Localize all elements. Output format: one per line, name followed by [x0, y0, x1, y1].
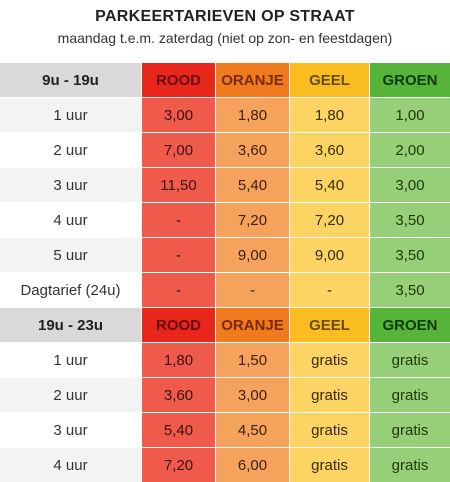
duration-label: 4 uur: [0, 203, 142, 237]
price-groen: 1,00: [370, 98, 450, 132]
table-row: 2 uur 7,00 3,60 3,60 2,00: [0, 132, 450, 167]
duration-label: 2 uur: [0, 133, 142, 167]
price-oranje: 6,00: [216, 448, 290, 482]
zone-groen-header: GROEN: [370, 63, 450, 97]
table-row: 4 uur - 7,20 7,20 3,50: [0, 202, 450, 237]
duration-label: 5 uur: [0, 238, 142, 272]
price-geel: 7,20: [290, 203, 370, 237]
page-subtitle: maandag t.e.m. zaterdag (niet op zon- en…: [57, 30, 393, 46]
price-rood: 5,40: [142, 413, 216, 447]
price-geel: gratis: [290, 343, 370, 377]
price-rood: -: [142, 238, 216, 272]
price-geel: gratis: [290, 413, 370, 447]
price-oranje: 3,60: [216, 133, 290, 167]
page-title: PARKEERTARIEVEN OP STRAAT: [95, 8, 355, 25]
duration-label: 4 uur: [0, 448, 142, 482]
table-row: 2 uur 3,60 3,00 gratis gratis: [0, 377, 450, 412]
price-rood: -: [142, 203, 216, 237]
price-groen: 2,00: [370, 133, 450, 167]
table-row: 4 uur 7,20 6,00 gratis gratis: [0, 447, 450, 482]
section-header-row: 19u - 23u ROOD ORANJE GEEL GROEN: [0, 307, 450, 342]
tariff-table: 9u - 19u ROOD ORANJE GEEL GROEN 1 uur 3,…: [0, 62, 450, 482]
price-rood: 7,20: [142, 448, 216, 482]
time-period-header: 19u - 23u: [0, 308, 142, 342]
zone-oranje-header: ORANJE: [216, 308, 290, 342]
time-period-header: 9u - 19u: [0, 63, 142, 97]
price-geel: 5,40: [290, 168, 370, 202]
table-row: 1 uur 3,00 1,80 1,80 1,00: [0, 97, 450, 132]
price-oranje: 9,00: [216, 238, 290, 272]
zone-geel-header: GEEL: [290, 308, 370, 342]
duration-label: 1 uur: [0, 98, 142, 132]
price-rood: 11,50: [142, 168, 216, 202]
price-oranje: 1,50: [216, 343, 290, 377]
section-header-row: 9u - 19u ROOD ORANJE GEEL GROEN: [0, 62, 450, 97]
price-groen: gratis: [370, 448, 450, 482]
table-row: Dagtarief (24u) - - - 3,50: [0, 272, 450, 307]
price-geel: 1,80: [290, 98, 370, 132]
zone-rood-header: ROOD: [142, 308, 216, 342]
table-row: 1 uur 1,80 1,50 gratis gratis: [0, 342, 450, 377]
price-oranje: 1,80: [216, 98, 290, 132]
price-geel: gratis: [290, 448, 370, 482]
price-rood: 1,80: [142, 343, 216, 377]
zone-oranje-header: ORANJE: [216, 63, 290, 97]
price-oranje: -: [216, 273, 290, 307]
price-oranje: 5,40: [216, 168, 290, 202]
price-geel: -: [290, 273, 370, 307]
price-groen: gratis: [370, 413, 450, 447]
duration-label: Dagtarief (24u): [0, 273, 142, 307]
price-groen: 3,50: [370, 273, 450, 307]
price-rood: -: [142, 273, 216, 307]
price-geel: gratis: [290, 378, 370, 412]
duration-label: 3 uur: [0, 413, 142, 447]
zone-groen-header: GROEN: [370, 308, 450, 342]
price-oranje: 7,20: [216, 203, 290, 237]
zone-rood-header: ROOD: [142, 63, 216, 97]
price-oranje: 4,50: [216, 413, 290, 447]
duration-label: 2 uur: [0, 378, 142, 412]
table-row: 3 uur 11,50 5,40 5,40 3,00: [0, 167, 450, 202]
price-rood: 7,00: [142, 133, 216, 167]
price-oranje: 3,00: [216, 378, 290, 412]
price-groen: gratis: [370, 343, 450, 377]
table-row: 3 uur 5,40 4,50 gratis gratis: [0, 412, 450, 447]
price-geel: 9,00: [290, 238, 370, 272]
duration-label: 1 uur: [0, 343, 142, 377]
price-groen: gratis: [370, 378, 450, 412]
price-groen: 3,50: [370, 238, 450, 272]
price-rood: 3,60: [142, 378, 216, 412]
price-groen: 3,00: [370, 168, 450, 202]
table-row: 5 uur - 9,00 9,00 3,50: [0, 237, 450, 272]
zone-geel-header: GEEL: [290, 63, 370, 97]
price-geel: 3,60: [290, 133, 370, 167]
price-groen: 3,50: [370, 203, 450, 237]
price-rood: 3,00: [142, 98, 216, 132]
duration-label: 3 uur: [0, 168, 142, 202]
